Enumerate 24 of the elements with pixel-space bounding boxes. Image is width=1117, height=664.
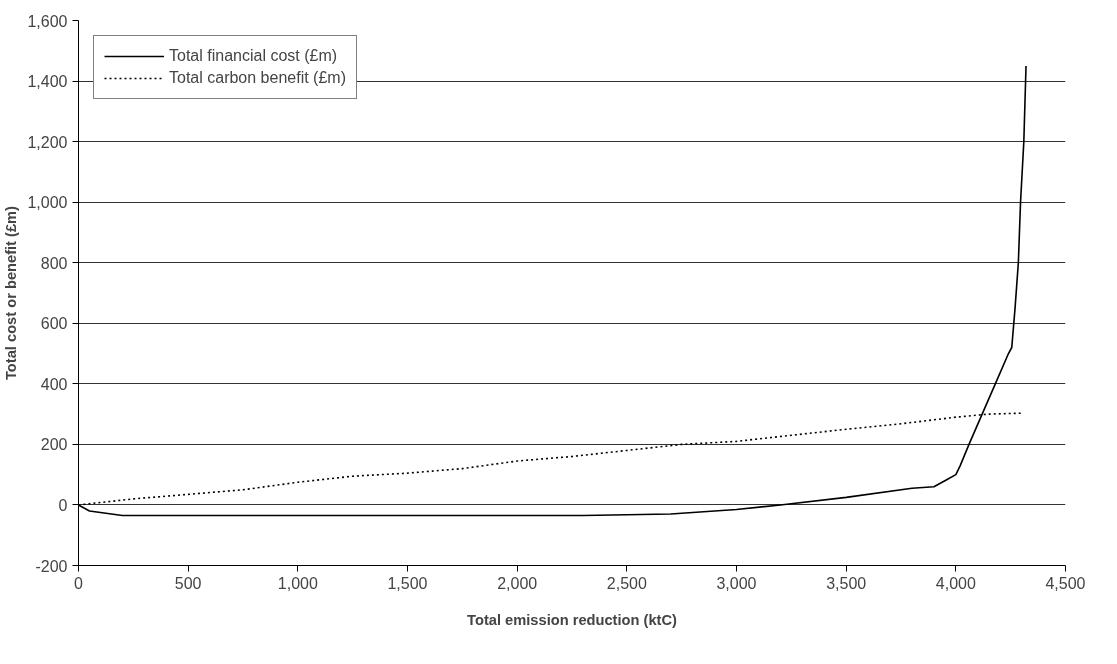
x-tick-label: 1,000 — [277, 574, 318, 592]
y-tick-label: 1,200 — [27, 133, 68, 151]
y-axis-title: Total cost or benefit (£m) — [3, 205, 20, 380]
x-tick-label: 1,500 — [387, 574, 428, 592]
y-tick-label: -200 — [35, 557, 68, 575]
x-tick-label: 3,500 — [826, 574, 867, 592]
y-tick-label: 0 — [58, 496, 68, 514]
x-tick-label: 4,500 — [1045, 574, 1086, 592]
x-tick-label: 3,000 — [716, 574, 757, 592]
y-tick-label: 400 — [40, 375, 68, 393]
x-axis-title: Total emission reduction (ktC) — [467, 611, 678, 628]
y-tick-label: 200 — [40, 436, 68, 454]
x-tick-label: 4,000 — [935, 574, 976, 592]
y-tick-label: 1,000 — [27, 194, 68, 212]
x-tick-label: 0 — [74, 574, 84, 592]
y-tick-label: 1,600 — [27, 12, 68, 30]
y-tick-label: 800 — [40, 254, 68, 272]
x-tick-label: 2,500 — [606, 574, 647, 592]
y-tick-label: 600 — [40, 315, 68, 333]
legend-label: Total financial cost (£m) — [169, 47, 338, 65]
legend-label: Total carbon benefit (£m) — [169, 69, 346, 87]
x-tick-label: 500 — [174, 574, 202, 592]
y-tick-label: 1,400 — [27, 73, 68, 91]
x-tick-label: 2,000 — [497, 574, 538, 592]
